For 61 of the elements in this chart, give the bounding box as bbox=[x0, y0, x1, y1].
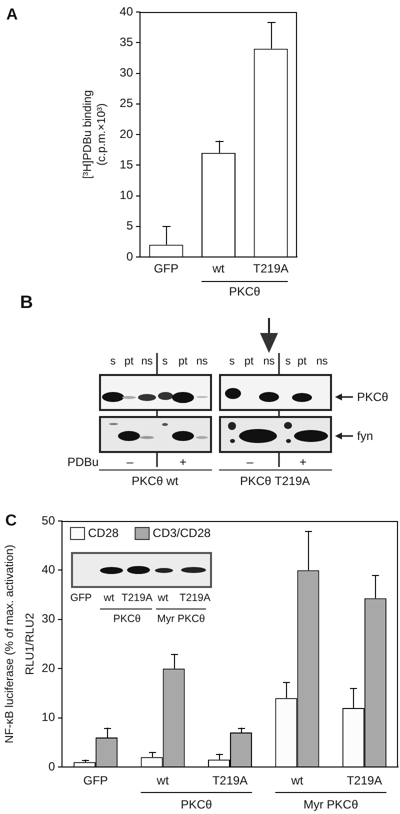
x-tick-label: GFP bbox=[83, 774, 108, 788]
text: s bbox=[110, 356, 116, 368]
text: fyn bbox=[357, 429, 374, 443]
y-tick-label: 25 bbox=[120, 96, 134, 110]
y-tick-label: 50 bbox=[42, 513, 56, 528]
annotation: wt bbox=[104, 592, 114, 604]
y-tick-label: 0 bbox=[126, 249, 134, 264]
y-tick-label: 40 bbox=[42, 562, 56, 577]
x-tick-label: T219A bbox=[253, 262, 289, 276]
text: PDBu bbox=[67, 455, 99, 469]
y-tick-label: 15 bbox=[120, 157, 134, 172]
text: PKCθ T219A bbox=[240, 474, 310, 488]
y-tick-label: 35 bbox=[120, 34, 134, 49]
x-tick-label: GFP bbox=[154, 262, 179, 276]
text: ns bbox=[141, 356, 153, 368]
annotation: GFP bbox=[70, 592, 92, 604]
annotation: Myr PKCθ bbox=[157, 612, 205, 625]
text: + bbox=[179, 455, 187, 469]
legend-label: CD3/CD28 bbox=[152, 526, 212, 540]
y-tick-label: 5 bbox=[126, 218, 134, 233]
text: pt bbox=[244, 356, 254, 368]
text: PKCθ wt bbox=[132, 474, 178, 488]
annotation: T219A bbox=[122, 592, 152, 604]
text: – bbox=[126, 455, 134, 469]
y-tick-label: 0 bbox=[48, 759, 56, 774]
text: ns bbox=[263, 356, 275, 368]
x-tick-label: wt bbox=[290, 774, 304, 788]
y-tick-label: 40 bbox=[120, 4, 134, 18]
text: PKCθ bbox=[180, 797, 212, 812]
text: A bbox=[6, 6, 18, 24]
x-tick-label: T219A bbox=[212, 774, 248, 788]
legend-label: CD28 bbox=[88, 526, 120, 540]
text: Myr PKCθ bbox=[303, 797, 358, 812]
y-axis-title: NF-κB luciferase (% of max. activation) RLU1/RLU2 bbox=[4, 544, 36, 744]
text: pt bbox=[178, 356, 188, 368]
text: C bbox=[5, 512, 18, 530]
text: s bbox=[162, 356, 168, 368]
x-tick-label: wt bbox=[156, 774, 170, 788]
annotation: PKCθ bbox=[113, 612, 141, 625]
text: s bbox=[229, 356, 235, 368]
text: pt bbox=[124, 356, 134, 368]
y-tick-label: 30 bbox=[120, 66, 134, 80]
text: – bbox=[246, 455, 254, 469]
annotation: wt bbox=[158, 592, 168, 604]
text: + bbox=[299, 455, 307, 469]
text: PKCθ bbox=[357, 390, 388, 404]
text: B bbox=[20, 292, 33, 312]
y-axis-title: [³H]PDBu binding (c.p.m.×10³) bbox=[82, 90, 108, 179]
y-tick-label: 10 bbox=[120, 188, 134, 202]
x-tick-label: wt bbox=[212, 262, 226, 276]
y-tick-label: 30 bbox=[42, 612, 56, 626]
x-tick-label: T219A bbox=[346, 774, 382, 788]
text: s bbox=[285, 356, 291, 368]
text: pt bbox=[297, 356, 307, 368]
text: ns bbox=[316, 356, 328, 368]
y-tick-label: 20 bbox=[42, 660, 56, 675]
y-tick-label: 10 bbox=[42, 710, 56, 724]
text: PKCθ bbox=[228, 284, 261, 298]
annotation: T219A bbox=[180, 592, 210, 604]
text: ns bbox=[196, 356, 208, 368]
y-tick-label: 20 bbox=[120, 126, 134, 141]
